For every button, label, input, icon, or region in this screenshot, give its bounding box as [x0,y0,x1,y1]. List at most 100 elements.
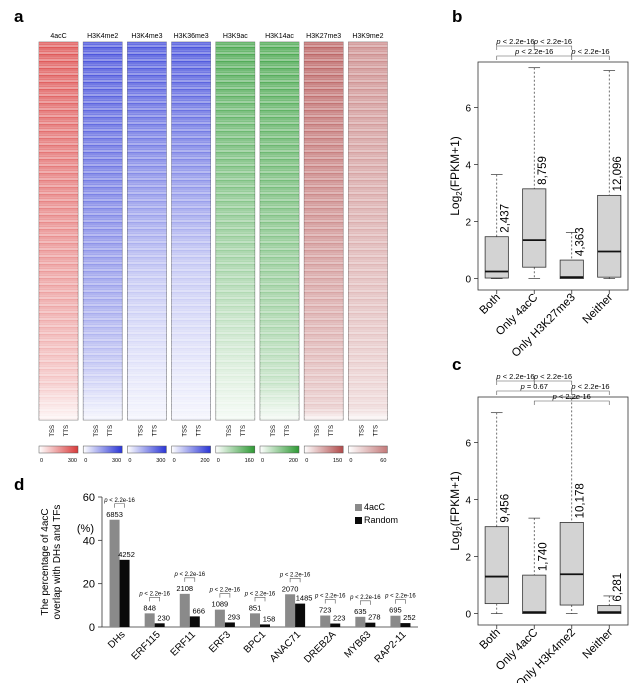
bar-random [365,622,376,627]
bar-value-label: 635 [354,607,367,616]
p-value-label: p < 2.2e-16 [349,595,381,601]
p-value-label: p < 2.2e-16 [495,37,534,46]
heatmap-track-label: H3K14ac [265,33,294,40]
y-axis-label: Log2(FPKM+1) [448,471,464,551]
box-2 [559,522,584,606]
x-category-label: BPC1 [242,629,269,656]
bar-random [189,616,200,627]
bar-value-label: 1485 [296,594,313,603]
barchart-panel-d: 0 20 40 60 (%) The percentage of 4acC overlap … [40,492,418,665]
bar-4acc [144,613,155,627]
p-value-label: p = 0.67 [520,382,548,391]
colorbar-min-label: 0 [173,458,176,464]
colorbar [303,445,344,454]
heatmap-streaks [348,42,388,420]
p-value-label: p < 2.2e-16 [570,382,609,391]
y-tick-label: 4 [465,161,471,172]
x-category-label: Neither [581,627,616,662]
significance-bracket [496,55,573,60]
box-3 [597,605,622,614]
bar-4acc [250,613,260,627]
significance-bracket [395,599,406,604]
axis-label-tss_label: TSS [183,425,189,437]
bar-4acc [285,594,296,627]
y-tick-label: 0 [89,622,95,634]
bar-value-label: 848 [143,603,156,612]
bar-4acc [320,615,331,627]
panel-label-c: c [452,355,461,374]
x-category-label: MYB63 [342,629,373,660]
count-label: 10,178 [575,483,587,518]
x-category-label: RAP2-11 [373,629,409,665]
legend-swatch [355,517,362,524]
p-value-label: p < 2.2e-16 [533,37,572,46]
colorbar-min-label: 0 [349,458,352,464]
y-tick-label: 2 [465,553,471,564]
axis-label-tss_label: TSS [227,425,233,437]
x-category-label: ANAC71 [268,629,304,665]
p-value-label: p < 2.2e-16 [209,588,241,594]
legend-entry: 4acC [364,502,386,512]
y-axis-label-line1: The percentage of 4acC [40,508,51,615]
significance-bracket [254,597,266,602]
p-value-label: p < 2.2e-16 [138,591,170,597]
y-tick-label: 4 [465,496,471,507]
colorbar-max-label: 300 [112,458,121,464]
box-1 [522,188,547,268]
significance-bracket [289,577,301,583]
heatmap-track-label: H3K36me3 [174,33,209,40]
bar-random [330,623,341,627]
legend-entry: Random [364,515,398,525]
heatmap-streaks [83,42,123,420]
bar-value-label: 223 [333,614,346,623]
axis-label-tss_label: TSS [359,425,365,437]
colorbar [171,445,211,454]
count-label: 4,363 [575,227,587,256]
colorbar [215,445,256,454]
heatmap-track-label: H3K9me2 [352,33,383,40]
colorbar-max-label: 300 [68,458,77,464]
axis-label-tts_label: TTS [285,425,291,436]
p-value-label: p < 2.2e-16 [279,572,311,578]
heatmap-track-label: H3K4me2 [87,33,118,40]
bar-random [119,559,130,627]
heatmap-streaks [304,42,344,420]
heatmap-track-label: H3K27me3 [306,33,341,40]
significance-bracket [149,597,160,602]
colorbar-min-label: 0 [305,458,308,464]
significance-bracket [219,593,231,598]
x-category-label: Only H3K27me3 [510,292,578,360]
colorbar [348,445,388,454]
bar-4acc [214,609,225,627]
heatmap-streaks [39,42,78,420]
axis-label-tts_label: TTS [152,425,158,436]
colorbar-min-label: 0 [261,458,264,464]
p-value-label: p < 2.2e-16 [244,591,276,597]
bar-4acc [355,616,366,627]
p-value-label: p < 2.2e-16 [314,594,346,600]
x-category-label: Both [478,292,503,317]
bar-value-label: 2108 [176,584,193,593]
colorbar-max-label: 160 [245,458,254,464]
heatmap-track-label: H3K9ac [223,33,248,40]
bar-random [400,623,411,627]
colorbar-min-label: 0 [84,458,87,464]
significance-bracket [533,400,610,405]
significance-bracket [571,55,610,60]
heatmap-track-label: 4acC [50,33,66,40]
axis-label-tts_label: TTS [329,425,335,436]
bar-value-label: 6853 [106,510,123,519]
bar-value-label: 851 [249,603,262,612]
axis-label-tts_label: TTS [64,425,70,436]
bar-value-label: 723 [319,606,332,615]
x-category-label: Neither [581,292,616,327]
panel-label-d: d [14,475,24,494]
box-0 [484,526,509,605]
x-category-label: ERF115 [130,629,164,663]
colorbar-max-label: 200 [289,458,298,464]
colorbar-max-label: 150 [333,458,342,464]
panel-label-b: b [452,7,462,26]
